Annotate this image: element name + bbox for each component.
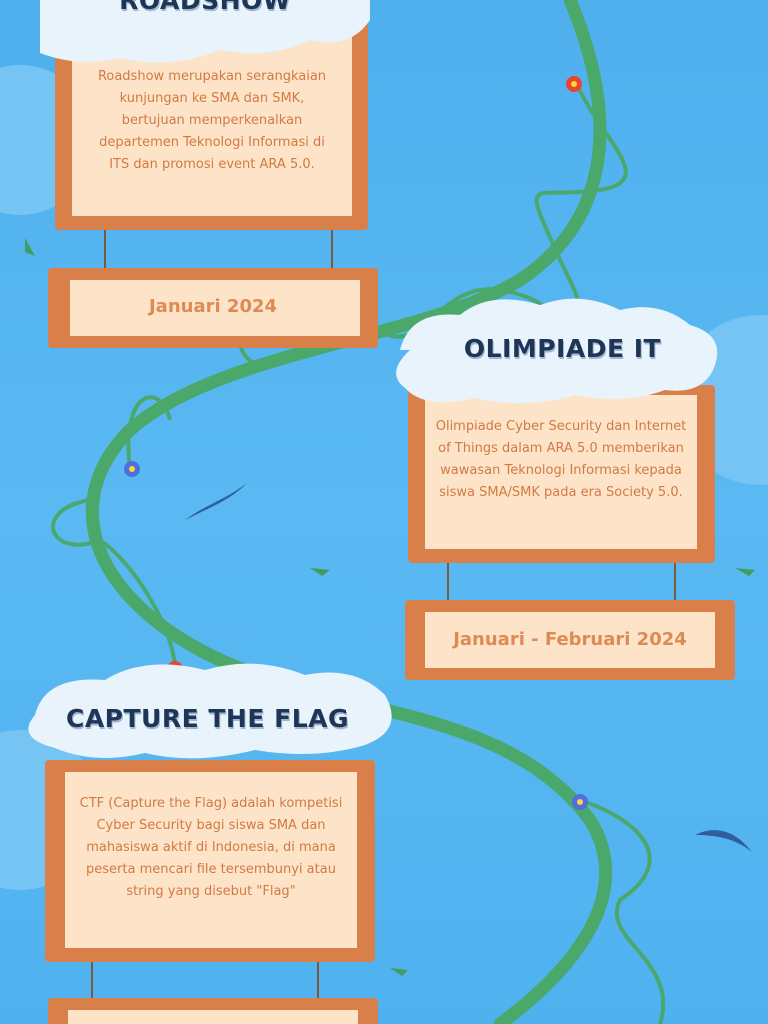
event-description: Roadshow merupakan serangkaian kunjungan… <box>97 69 327 172</box>
event-title: OLIMPIADE IT <box>463 334 662 363</box>
event-title: ROADSHOW <box>119 0 291 15</box>
event-date: Januari 2024 <box>148 296 278 317</box>
event-description: Olimpiade Cyber Security dan Internet of… <box>435 419 687 500</box>
event-description: CTF (Capture the Flag) adalah kompetisi … <box>79 796 343 899</box>
event-date: Januari - Februari 2024 <box>453 629 687 650</box>
event-title: CAPTURE THE FLAG <box>65 704 350 733</box>
